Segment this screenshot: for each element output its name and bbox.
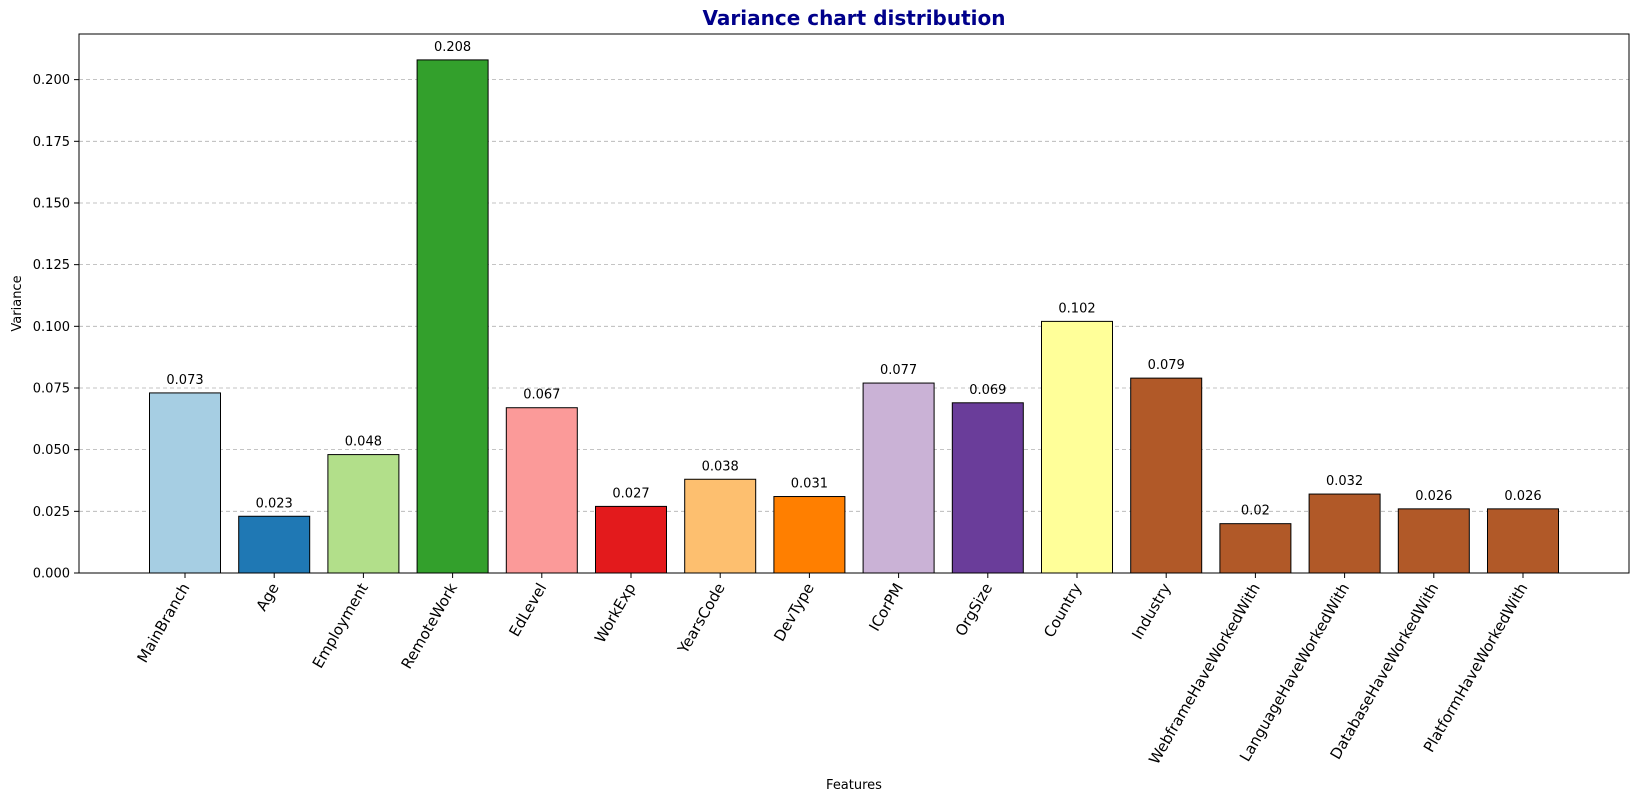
y-tick-label: 0.025 xyxy=(33,505,70,520)
y-tick-label: 0.150 xyxy=(33,196,70,211)
y-tick-label: 0.200 xyxy=(33,73,70,88)
bar-industry xyxy=(1130,377,1203,574)
bar-remotework xyxy=(416,59,489,574)
bar-orgsize xyxy=(951,402,1024,574)
value-label: 0.023 xyxy=(256,496,293,511)
y-tick-label: 0.175 xyxy=(33,135,70,150)
x-tick-label: PlatformHaveWorkedWith xyxy=(1420,580,1532,755)
value-label: 0.026 xyxy=(1415,489,1452,504)
value-label: 0.048 xyxy=(345,435,382,450)
value-label: 0.031 xyxy=(791,477,828,492)
chart-title: Variance chart distribution xyxy=(703,6,1006,30)
x-tick-label: Industry xyxy=(1128,580,1174,643)
x-tick-label: RemoteWork xyxy=(398,580,462,672)
bar-country xyxy=(1041,320,1113,574)
x-tick-label: Employment xyxy=(309,580,372,671)
y-tick-label: 0.125 xyxy=(33,258,70,273)
bar-workexp xyxy=(595,505,667,574)
x-tick-label: OrgSize xyxy=(952,580,997,639)
value-label: 0.073 xyxy=(166,373,203,388)
y-tick-label: 0.100 xyxy=(33,320,70,335)
value-labels: 0.073 0.023 0.048 0.208 0.067 0.027 0.038 0.031… xyxy=(166,40,1541,519)
x-tick-label: Country xyxy=(1040,580,1085,641)
value-label: 0.079 xyxy=(1148,358,1185,373)
value-label: 0.102 xyxy=(1058,301,1095,316)
x-tick-label: DevType xyxy=(770,580,818,645)
value-label: 0.208 xyxy=(434,40,471,55)
y-axis-ticks: 0.000 0.025 0.050 0.075 0.100 0.125 0.150 0.175… xyxy=(33,73,79,582)
x-tick-label: DatabaseHaveWorkedWith xyxy=(1326,580,1442,763)
x-axis-ticks: MainBranch Age Employment RemoteWork EdLevel… xyxy=(134,573,1532,767)
bar-age xyxy=(238,515,311,574)
value-label: 0.077 xyxy=(880,363,917,378)
value-label: 0.067 xyxy=(523,388,560,403)
bar-edlevel xyxy=(505,407,578,574)
value-label: 0.069 xyxy=(969,383,1006,398)
bar-devtype xyxy=(773,496,846,574)
bar-databasehaveworkedwith xyxy=(1397,508,1470,574)
x-tick-label: EdLevel xyxy=(505,580,550,640)
bar-platformhaveworkedwith xyxy=(1487,508,1559,574)
bar-languagehaveworkedwith xyxy=(1308,493,1381,574)
y-axis-label: Variance xyxy=(10,275,25,331)
bar-employment xyxy=(327,454,400,574)
x-tick-label: WorkExp xyxy=(591,580,640,646)
bar-icorpm xyxy=(862,382,935,574)
value-label: 0.02 xyxy=(1241,504,1270,519)
x-axis-label: Features xyxy=(826,778,882,793)
bar-yearscode xyxy=(684,478,757,574)
y-tick-label: 0.000 xyxy=(33,567,70,582)
value-label: 0.027 xyxy=(612,486,649,501)
bars xyxy=(149,59,1559,574)
x-tick-label: YearsCode xyxy=(674,580,729,657)
x-tick-label: MainBranch xyxy=(134,580,194,666)
bar-webframehaveworkedwith xyxy=(1219,523,1292,574)
grid-lines xyxy=(79,79,1629,512)
y-tick-label: 0.075 xyxy=(33,381,70,396)
x-tick-label: ICorPM xyxy=(865,580,907,634)
value-label: 0.026 xyxy=(1504,489,1541,504)
value-label: 0.032 xyxy=(1326,474,1363,489)
value-label: 0.038 xyxy=(702,459,739,474)
y-tick-label: 0.050 xyxy=(33,443,70,458)
plot-frame xyxy=(78,33,1630,574)
x-tick-label: Age xyxy=(253,580,283,614)
bar-mainbranch xyxy=(149,392,221,574)
